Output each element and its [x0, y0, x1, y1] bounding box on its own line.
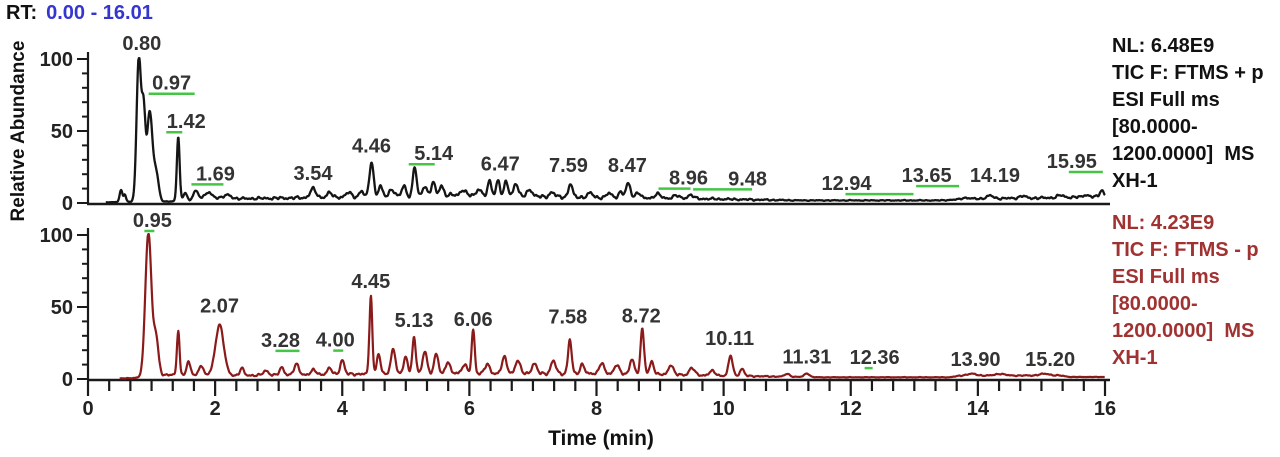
rt-range-header: RT: 0.00 - 16.01 [6, 2, 153, 25]
scan-header-line: TIC F: FTMS + p [1112, 62, 1264, 84]
peak-label: 4.45 [351, 271, 390, 293]
tic-negative-trace [119, 233, 1106, 380]
scan-header-line: 1200.0000] MS [1112, 320, 1255, 342]
peak-label: 7.59 [549, 155, 588, 177]
scan-header-line: NL: 4.23E9 [1112, 212, 1215, 234]
peak-label: 4.00 [316, 330, 355, 352]
peak-label: 9.48 [728, 168, 767, 190]
peak-label: 11.31 [782, 346, 831, 368]
x-tick-label: 14 [967, 398, 990, 420]
peak-label: 6.06 [454, 309, 493, 331]
tic-positive-trace [105, 56, 1106, 204]
y-tick-label: 0 [62, 369, 73, 391]
peak-label: 3.54 [294, 163, 334, 185]
peak-label: 0.95 [133, 210, 172, 232]
rt-range-value: 0.00 - 16.01 [46, 2, 153, 24]
x-tick-label: 12 [840, 398, 862, 420]
scan-header-positive: NL: 6.48E9 TIC F: FTMS + p ESI Full ms [80.… [1112, 33, 1280, 195]
peak-label: 13.65 [902, 165, 952, 187]
y-tick-label: 50 [51, 297, 73, 319]
y-tick-label: 100 [40, 225, 73, 247]
peak-label: 8.96 [669, 168, 708, 190]
peak-label: 2.07 [200, 296, 239, 318]
x-tick-label: 16 [1094, 398, 1116, 420]
peak-label: 15.95 [1047, 151, 1097, 173]
peak-label: 12.36 [850, 347, 900, 369]
x-tick-label: 10 [713, 398, 735, 420]
x-tick-label: 8 [591, 398, 602, 420]
y-tick-label: 100 [40, 49, 73, 71]
peak-label: 8.72 [622, 305, 661, 327]
scan-header-line: NL: 6.48E9 [1112, 35, 1215, 57]
peak-label: 13.90 [950, 349, 1000, 371]
scan-header-line: TIC F: FTMS - p [1112, 239, 1259, 261]
peak-label: 14.19 [970, 165, 1020, 187]
x-tick-label: 0 [82, 398, 93, 420]
peak-label: 1.42 [167, 111, 206, 133]
peak-label: 6.47 [481, 154, 520, 176]
x-tick-label: 6 [464, 398, 475, 420]
y-tick-label: 0 [62, 193, 73, 215]
x-axis-title: Time (min) [548, 427, 654, 450]
peak-label: 3.28 [261, 330, 300, 352]
scan-header-line: XH-1 [1112, 170, 1158, 192]
peak-label: 4.46 [352, 135, 391, 157]
peak-label: 15.20 [1025, 349, 1075, 371]
peak-label: 8.47 [608, 155, 647, 177]
peak-label: 1.69 [196, 163, 235, 185]
peak-label: 0.80 [122, 33, 161, 55]
scan-header-line: [80.0000- [1112, 293, 1198, 315]
scan-header-line: XH-1 [1112, 347, 1158, 369]
peak-label: 10.11 [705, 328, 754, 350]
peak-label: 0.97 [152, 73, 191, 95]
y-tick-label: 50 [51, 121, 73, 143]
x-tick-label: 4 [337, 398, 349, 420]
scan-header-line: 1200.0000] MS [1112, 143, 1255, 165]
x-tick-label: 2 [210, 398, 221, 420]
rt-label: RT: [6, 2, 38, 24]
scan-header-line: ESI Full ms [1112, 89, 1220, 111]
scan-header-line: [80.0000- [1112, 116, 1198, 138]
peak-label: 5.13 [395, 310, 434, 332]
peak-label: 5.14 [414, 143, 454, 165]
peak-label: 12.94 [821, 173, 872, 195]
scan-header-line: ESI Full ms [1112, 266, 1220, 288]
peak-label: 7.58 [548, 306, 587, 328]
scan-header-negative: NL: 4.23E9 TIC F: FTMS - p ESI Full ms [80.… [1112, 210, 1280, 372]
